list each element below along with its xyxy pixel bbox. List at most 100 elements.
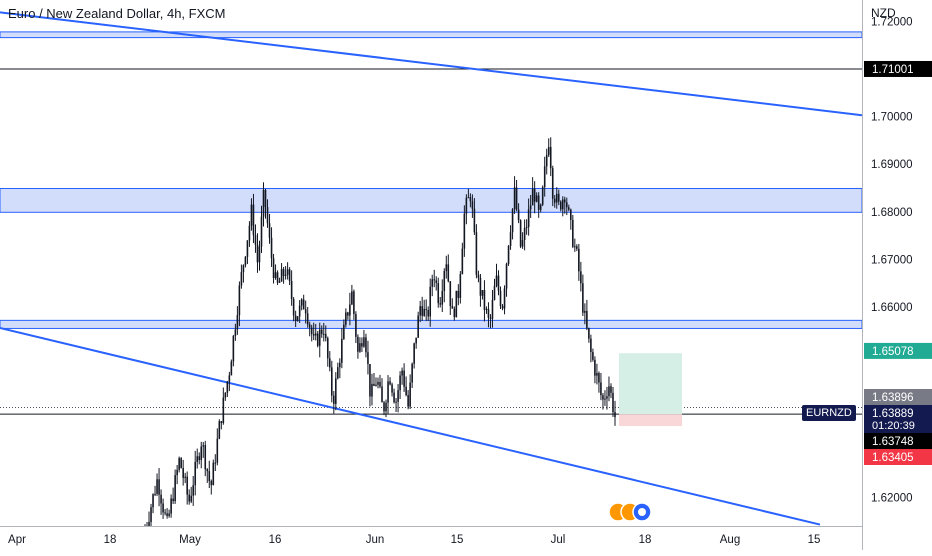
candle-body	[463, 213, 466, 249]
candle-body	[365, 337, 367, 353]
candle-body	[333, 395, 335, 404]
candle-body	[248, 225, 251, 241]
candle-body	[347, 312, 349, 316]
time-tick-1: 18	[104, 534, 117, 546]
candle-body	[280, 269, 283, 282]
candle-body	[214, 462, 217, 464]
candle-body	[590, 338, 592, 353]
candle-body	[565, 202, 568, 208]
chart-area[interactable]: Euro / New Zealand Dollar, 4h, FXCM	[0, 0, 862, 526]
candle-body	[250, 204, 253, 226]
candle-body	[471, 201, 474, 209]
candle-body	[238, 285, 241, 316]
candle-body	[194, 461, 197, 486]
price-tick-1-67000: 1.67000	[871, 254, 913, 266]
candle-body	[531, 188, 534, 206]
candle-body	[602, 395, 604, 400]
candle-body	[505, 263, 508, 289]
candle-body	[200, 446, 203, 461]
candle-body	[216, 438, 219, 463]
candle-body	[459, 274, 462, 298]
time-tick-9: 15	[808, 534, 821, 546]
candle-body	[517, 209, 520, 221]
candle-body	[523, 227, 526, 240]
candle-body	[541, 187, 544, 205]
candle-body	[222, 397, 225, 423]
candle-body	[377, 381, 379, 385]
candle-body	[218, 421, 221, 439]
time-axis[interactable]: Apr 18 May 16 Jun 15 Jul 18 Aug 15	[0, 526, 862, 550]
candle-body	[282, 269, 285, 276]
candle-body	[533, 188, 536, 202]
price-tick-1-62000: 1.62000	[871, 492, 913, 504]
candle-body	[610, 386, 612, 393]
candle-body	[612, 392, 614, 413]
candle-body	[393, 392, 395, 403]
candle-body	[220, 421, 223, 423]
upper-trendline	[0, 11, 862, 117]
candle-body	[156, 479, 158, 494]
candle-body	[521, 239, 524, 247]
currency-label: NZD	[871, 6, 896, 20]
price-tag-1-63889: 1.63889	[864, 405, 932, 421]
candle-body	[445, 264, 448, 272]
candle-body	[172, 498, 174, 502]
supply-demand-zones	[0, 31, 862, 329]
candle-body	[226, 381, 229, 393]
candle-body	[563, 199, 566, 203]
candle-body	[152, 494, 154, 508]
candle-body	[614, 412, 616, 418]
countdown-text: 01:20:39	[872, 420, 915, 432]
symbol-label: EURNZD	[802, 405, 856, 421]
candle-body	[326, 338, 329, 359]
candle-body	[270, 237, 273, 259]
candle-body	[304, 309, 307, 314]
candle-body	[150, 507, 152, 523]
candle-body	[330, 367, 333, 396]
candle-body	[592, 352, 594, 360]
candle-body	[196, 456, 199, 462]
candle-body	[570, 209, 572, 220]
candle-body	[164, 512, 166, 514]
candle-body	[409, 382, 411, 407]
candle-body	[535, 195, 538, 202]
candle-body	[598, 372, 600, 383]
candle-body	[437, 283, 440, 304]
candle-body	[491, 299, 494, 319]
price-axis[interactable]: NZD 1.72000 1.70000 1.69000 1.68000 1.67000 1…	[862, 0, 932, 550]
candle-body	[399, 375, 401, 391]
candle-body	[539, 204, 542, 210]
candle-body	[162, 503, 164, 513]
price-tick-1-68000: 1.68000	[871, 207, 913, 219]
candle-body	[489, 317, 492, 319]
time-tick-8: Aug	[720, 534, 740, 546]
candle-body	[316, 333, 319, 346]
candle-body	[561, 199, 564, 210]
candle-body	[260, 216, 263, 247]
economic-events-icon[interactable]	[606, 502, 658, 522]
candle-body	[373, 383, 375, 386]
candle-body	[395, 401, 397, 403]
candle-body	[180, 458, 182, 468]
candle-body	[443, 271, 446, 291]
candle-body	[507, 245, 510, 264]
candle-body	[537, 195, 540, 210]
candle-body	[154, 493, 156, 495]
candle-body	[405, 386, 407, 396]
candle-body	[467, 197, 470, 199]
candle-body	[525, 227, 528, 229]
candle-body	[553, 198, 556, 203]
candle-body	[427, 309, 430, 317]
candle-body	[586, 310, 588, 328]
candle-body	[465, 197, 468, 214]
candle-body	[345, 312, 347, 325]
candle-body	[429, 286, 432, 317]
candle-body	[258, 246, 261, 263]
candle-body	[290, 280, 293, 300]
candle-body	[483, 290, 486, 310]
price-plot[interactable]	[0, 0, 862, 526]
candle-body	[276, 272, 279, 283]
candle-body	[415, 337, 417, 344]
candle-body	[254, 235, 257, 245]
price-tag-1-63748: 1.63748	[864, 433, 932, 449]
